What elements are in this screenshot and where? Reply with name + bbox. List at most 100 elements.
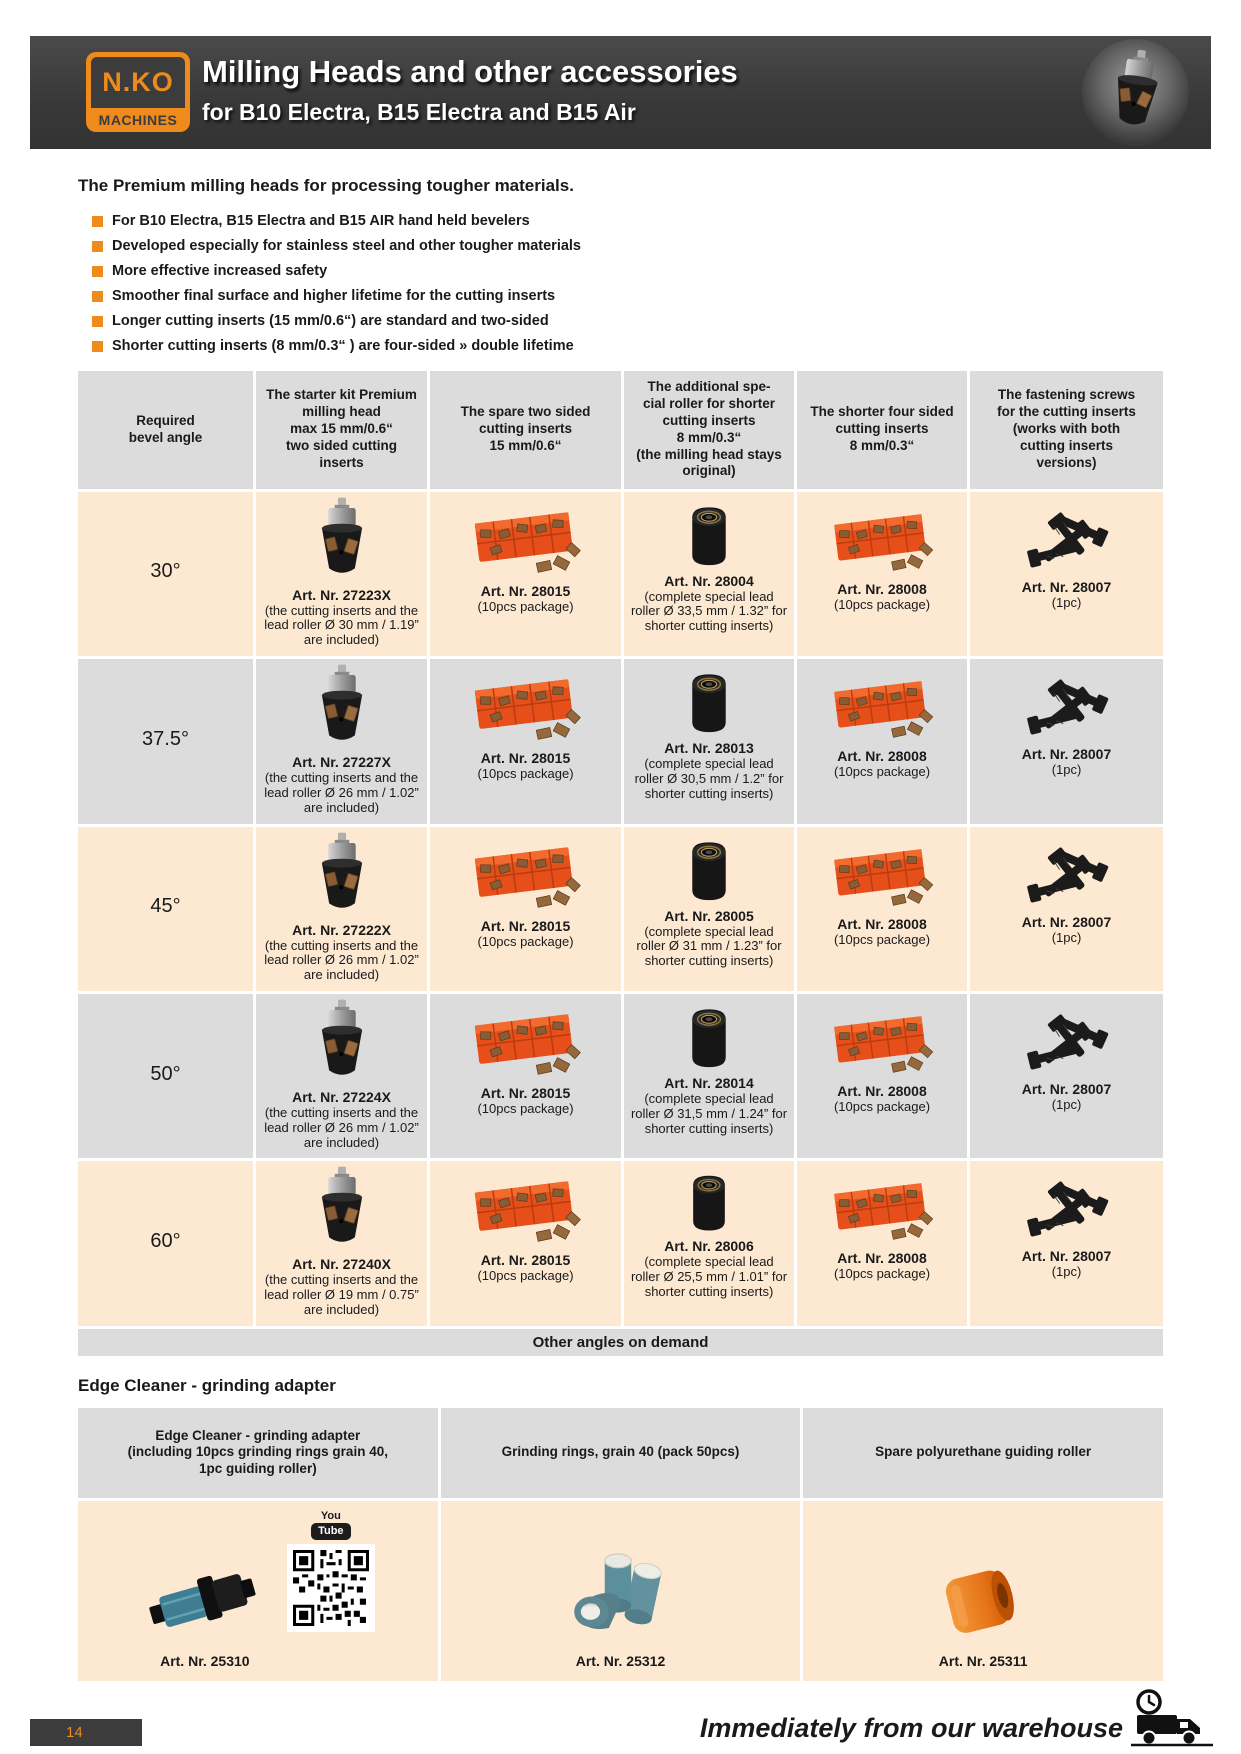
screws-image [1012, 831, 1122, 913]
bevel-angle-value: 45° [150, 895, 181, 918]
inserts-tray-image [466, 831, 586, 917]
product-cell: Art. Nr. 27222X (the cutting inserts and… [256, 826, 427, 991]
milling-head-image [303, 663, 381, 753]
intro-heading: The Premium milling heads for processing… [78, 176, 574, 195]
article-description: (the cutting inserts and the lead roller… [264, 937, 419, 983]
article-number: Art. Nr. 25310 [160, 1652, 250, 1669]
article-description: (10pcs package) [833, 764, 931, 780]
product-cell: Art. Nr. 28015 (10pcs package) [430, 659, 621, 824]
bevel-angle-value: 30° [150, 560, 181, 583]
inserts-tray-image [826, 998, 938, 1082]
guiding-roller-image [935, 1555, 1031, 1647]
article-number: Art. Nr. 28005 [664, 907, 754, 924]
bevel-angle-cell: 30° [78, 491, 253, 657]
inserts-tray-image [826, 831, 938, 915]
youtube-icon: You Tube [311, 1509, 351, 1540]
bullet-text: More effective increased safety [112, 262, 328, 279]
article-description: (the cutting inserts and the lead roller… [264, 1104, 419, 1150]
bevel-angle-value: 50° [150, 1062, 181, 1085]
article-number: Art. Nr. 28015 [480, 917, 571, 934]
product-cell: Art. Nr. 28015 (10pcs package) [430, 491, 621, 657]
nko-machines-logo: N.KO MACHINES [86, 52, 190, 132]
article-description: (10pcs package) [833, 931, 931, 947]
product-cell: Art. Nr. 28008 (10pcs package) [797, 1161, 967, 1326]
logo-subtext: MACHINES [98, 112, 178, 128]
lead-roller-image [678, 998, 740, 1074]
article-number: Art. Nr. 28007 [1021, 578, 1112, 595]
article-number: Art. Nr. 27222X [292, 921, 391, 938]
article-description: (10pcs package) [833, 596, 931, 612]
article-number: Art. Nr. 27240X [292, 1256, 391, 1273]
bullet-square-icon [92, 290, 103, 302]
bullet-item: Shorter cutting inserts (8 mm/0.3“ ) are… [92, 338, 1163, 355]
article-number: Art. Nr. 25311 [938, 1652, 1028, 1669]
logo-text: N.KO [102, 67, 174, 97]
product-cell: Art. Nr. 28005 (complete special lead ro… [624, 826, 794, 991]
milling-head-image [303, 831, 381, 921]
other-angles-note: Other angles on demand [78, 1328, 1163, 1356]
article-number: Art. Nr. 28007 [1021, 913, 1112, 930]
product-cell: Art. Nr. 28007 (1pc) [970, 1161, 1163, 1326]
article-number: Art. Nr. 28015 [480, 1084, 571, 1101]
product-cell: Art. Nr. 28015 (10pcs package) [430, 993, 621, 1159]
youtube-text-you: You [320, 1509, 341, 1522]
article-description: (1pc) [1051, 1096, 1082, 1112]
article-description: (10pcs package) [477, 933, 574, 949]
column-header-spare-inserts: The spare two sided cutting inserts 15 m… [430, 370, 621, 489]
logo-band: MACHINES [86, 108, 190, 132]
bullet-item: Developed especially for stainless steel… [92, 237, 1163, 255]
article-number: Art. Nr. 28006 [664, 1238, 754, 1255]
lead-roller-image [678, 496, 740, 572]
product-cell: Art. Nr. 27227X (the cutting inserts and… [256, 659, 427, 824]
ec-column-header-rings: Grinding rings, grain 40 (pack 50pcs) [440, 1407, 801, 1498]
product-cell: Art. Nr. 28007 (1pc) [970, 491, 1163, 657]
article-description: (the cutting inserts and the lead roller… [264, 602, 419, 648]
article-description: (complete special lead roller Ø 31 mm / … [636, 923, 782, 969]
article-description: (complete special lead roller Ø 31,5 mm … [630, 1090, 788, 1136]
youtube-text-tube: Tube [311, 1522, 351, 1540]
bevel-angle-value: 60° [150, 1230, 181, 1253]
milling-head-image [303, 496, 381, 586]
article-description: (10pcs package) [477, 766, 574, 782]
inserts-tray-image [466, 1165, 586, 1251]
header-banner: N.KO MACHINES Milling Heads and other ac… [30, 36, 1211, 149]
grinding-adapter-image [141, 1551, 269, 1647]
article-description: (10pcs package) [833, 1266, 931, 1282]
column-header-fastening-screws: The fastening screws for the cutting ins… [970, 370, 1163, 489]
product-cell: Art. Nr. 28008 (10pcs package) [797, 491, 967, 657]
article-description: (complete special lead roller Ø 30,5 mm … [634, 756, 784, 801]
article-number: Art. Nr. 25312 [575, 1652, 666, 1669]
bullet-item: Longer cutting inserts (15 mm/0.6“) are … [92, 313, 1163, 330]
bullet-text: Developed especially for stainless steel… [112, 237, 581, 254]
lead-roller-image [678, 831, 740, 907]
product-cell: Art. Nr. 28015 (10pcs package) [430, 1161, 621, 1326]
screws-image [1012, 496, 1122, 578]
article-description: (10pcs package) [477, 1100, 574, 1116]
screws-image [1012, 663, 1122, 745]
article-number: Art. Nr. 28014 [664, 1074, 754, 1091]
inserts-tray-image [466, 663, 586, 749]
column-header-starter-kit: The starter kit Premium milling head max… [256, 370, 427, 489]
product-cell: Art. Nr. 28007 (1pc) [970, 826, 1163, 991]
article-description: (1pc) [1051, 1264, 1082, 1280]
column-header-four-sided-inserts: The shorter four sided cutting inserts 8… [797, 370, 967, 489]
product-cell: Art. Nr. 28014 (complete special lead ro… [624, 993, 794, 1159]
page-number-bar: 14 [30, 1719, 142, 1746]
bullet-item: For B10 Electra, B15 Electra and B15 AIR… [92, 213, 1163, 230]
logo-wordmark: N.KO [91, 57, 185, 108]
article-description: (1pc) [1051, 762, 1082, 778]
accessories-table: Required bevel angle The starter kit Pre… [78, 370, 1163, 1356]
article-description: (1pc) [1051, 594, 1082, 610]
article-number: Art. Nr. 28004 [664, 572, 754, 589]
article-number: Art. Nr. 28015 [480, 582, 571, 599]
bullet-item: Smoother final surface and higher lifeti… [92, 288, 1163, 305]
article-description: (10pcs package) [477, 1268, 574, 1284]
bullet-square-icon [92, 240, 103, 252]
screws-image [1012, 1165, 1122, 1247]
product-cell: Art. Nr. 28007 (1pc) [970, 993, 1163, 1159]
lead-roller-image [678, 663, 740, 739]
article-number: Art. Nr. 28007 [1021, 746, 1112, 763]
article-description: (1pc) [1051, 929, 1082, 945]
column-header-bevel-angle: Required bevel angle [78, 370, 253, 489]
article-number: Art. Nr. 27223X [292, 586, 391, 603]
